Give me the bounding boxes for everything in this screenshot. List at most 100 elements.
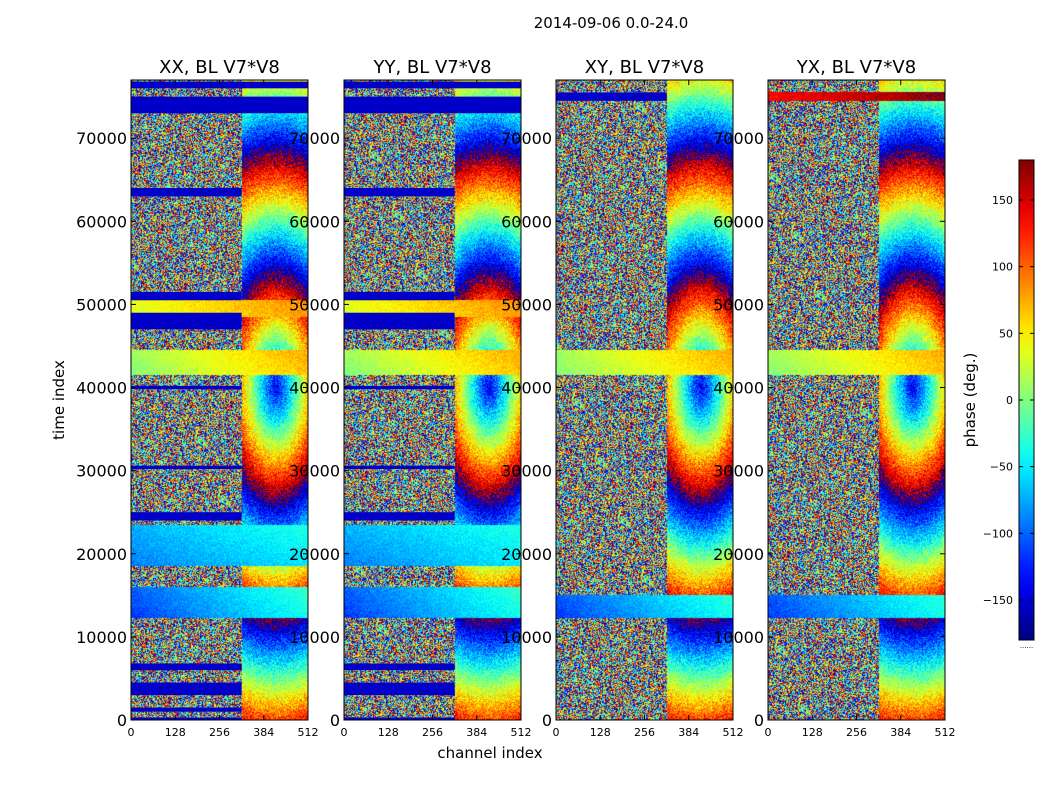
y-axis-label: time index [50, 360, 68, 440]
y-tick-label: 70000 [76, 129, 127, 148]
x-tick-label: 384 [890, 726, 911, 739]
y-tick-label: 70000 [713, 129, 764, 148]
y-tick-label: 10000 [289, 628, 340, 647]
flagged-band [131, 385, 242, 390]
panel-title: XX, BL V7*V8 [159, 57, 280, 78]
x-tick-label: 256 [209, 726, 230, 739]
x-axis-label: channel index [437, 744, 542, 762]
y-tick-label: 40000 [76, 379, 127, 398]
x-tick-label: 256 [422, 726, 443, 739]
panel-yy: YY, BL V7*V8 0 128 256 384 512 0 10000 20000 3000… [289, 57, 531, 739]
y-tick-label: 30000 [501, 462, 552, 481]
y-tick-label: 30000 [713, 462, 764, 481]
x-tick-label: 128 [378, 726, 399, 739]
panel-title: YX, BL V7*V8 [796, 57, 916, 78]
y-tick-label: 0 [542, 711, 552, 730]
colorbar-tick-label: −150 [983, 594, 1013, 607]
flagged-band [344, 188, 455, 197]
y-tick-label: 40000 [501, 379, 552, 398]
y-tick-label: 50000 [76, 295, 127, 314]
x-tick-label: 512 [935, 726, 956, 739]
x-tick-label: 256 [634, 726, 655, 739]
x-tick-label: 256 [846, 726, 867, 739]
flagged-band [131, 512, 242, 521]
colorbar-tick-label: −50 [990, 461, 1013, 474]
x-tick-label: 0 [765, 726, 772, 739]
colorbar-offset-text: ...... [1020, 642, 1033, 650]
x-tick-label: 384 [253, 726, 274, 739]
y-tick-label: 70000 [501, 129, 552, 148]
y-tick-label: 20000 [289, 545, 340, 564]
y-tick-label: 0 [330, 711, 340, 730]
flagged-band [131, 188, 242, 197]
y-tick-label: 70000 [289, 129, 340, 148]
flagged-band [344, 312, 455, 330]
phase-heatmap-image [556, 80, 733, 720]
y-tick-label: 10000 [501, 628, 552, 647]
y-tick-label: 60000 [76, 212, 127, 231]
y-tick-label: 40000 [289, 379, 340, 398]
x-tick-label: 128 [802, 726, 823, 739]
y-tick-label: 10000 [76, 628, 127, 647]
phase-heatmap-image [768, 80, 945, 720]
colorbar-tick-label: −100 [983, 527, 1013, 540]
colorbar-tick-label: 0 [1006, 394, 1013, 407]
flagged-band [131, 717, 242, 720]
panel-xx: XX, BL V7*V8 0 128 256 384 512 0 10000 20000 3000… [76, 57, 318, 739]
flagged-band [344, 663, 455, 671]
y-tick-label: 60000 [713, 212, 764, 231]
flagged-band [344, 385, 455, 390]
x-tick-label: 0 [128, 726, 135, 739]
flagged-band [131, 707, 242, 712]
x-tick-label: 512 [723, 726, 744, 739]
y-tick-label: 0 [754, 711, 764, 730]
x-tick-label: 0 [553, 726, 560, 739]
panel-title: YY, BL V7*V8 [372, 57, 491, 78]
flagged-band [344, 682, 455, 696]
flagged-band [344, 465, 455, 469]
y-tick-label: 30000 [289, 462, 340, 481]
flagged-band [556, 92, 667, 101]
y-tick-label: 0 [117, 711, 127, 730]
flagged-band [131, 682, 242, 696]
x-tick-label: 128 [590, 726, 611, 739]
panel-title: XY, BL V7*V8 [585, 57, 704, 78]
y-tick-label: 20000 [713, 545, 764, 564]
y-tick-label: 50000 [501, 295, 552, 314]
flagged-band [131, 291, 242, 301]
y-tick-label: 20000 [76, 545, 127, 564]
flagged-band [131, 465, 242, 469]
flagged-band [344, 717, 455, 720]
x-tick-label: 384 [466, 726, 487, 739]
panel-xy: XY, BL V7*V8 0 128 256 384 512 0 10000 20000 3000… [501, 57, 743, 739]
flagged-band [344, 291, 455, 301]
x-tick-label: 128 [165, 726, 186, 739]
x-tick-label: 512 [298, 726, 319, 739]
y-tick-label: 50000 [289, 295, 340, 314]
figure-suptitle: 2014-09-06 0.0-24.0 [534, 14, 689, 32]
phase-heatmap-image [344, 80, 521, 720]
x-tick-label: 512 [511, 726, 532, 739]
flagged-band [131, 312, 242, 330]
y-tick-label: 60000 [289, 212, 340, 231]
panel-yx: YX, BL V7*V8 0 128 256 384 512 0 10000 20000 3000… [713, 57, 955, 739]
y-tick-label: 40000 [713, 379, 764, 398]
phase-heatmap-image [131, 80, 308, 720]
y-tick-label: 20000 [501, 545, 552, 564]
colorbar-label: phase (deg.) [961, 353, 979, 448]
flagged-band [131, 96, 308, 114]
x-tick-label: 0 [341, 726, 348, 739]
flagged-band [344, 512, 455, 521]
y-tick-label: 30000 [76, 462, 127, 481]
flagged-band [131, 663, 242, 671]
colorbar-tick-label: 150 [992, 194, 1013, 207]
flagged-band [344, 96, 521, 114]
colorbar-tick-label: 50 [999, 327, 1013, 340]
y-tick-label: 10000 [713, 628, 764, 647]
y-tick-label: 60000 [501, 212, 552, 231]
colorbar: −150 −100 −50 0 50 100 150...... [983, 159, 1035, 650]
x-tick-label: 384 [678, 726, 699, 739]
y-tick-label: 50000 [713, 295, 764, 314]
colorbar-tick-label: 100 [992, 261, 1013, 274]
